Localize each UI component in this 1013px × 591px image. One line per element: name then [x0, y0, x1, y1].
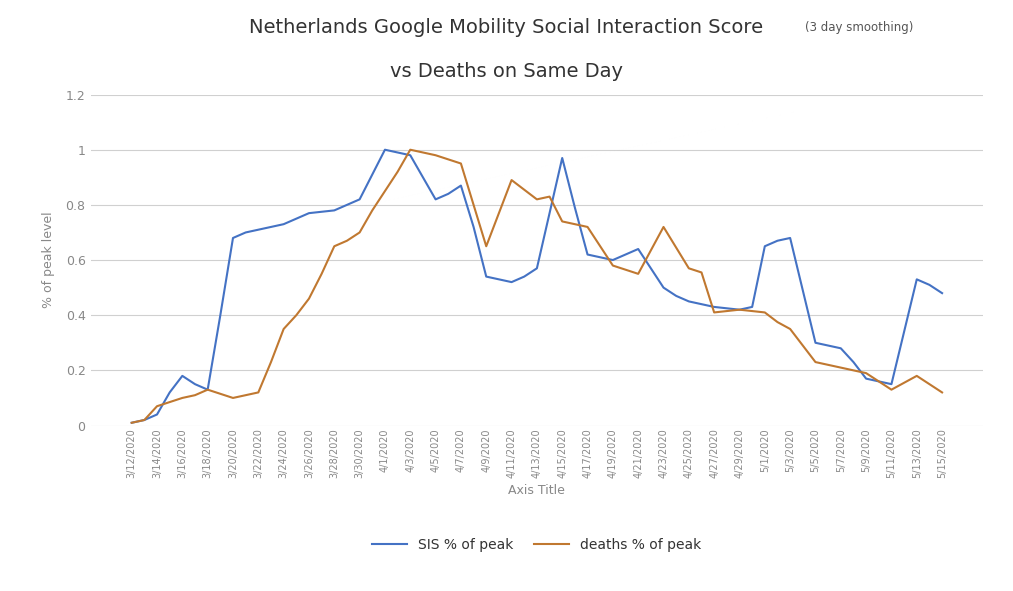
SIS % of peak — [316, 208, 328, 215]
SIS % of peak — [911, 276, 923, 283]
deaths % of peak — [936, 389, 948, 396]
Text: vs Deaths on Same Day: vs Deaths on Same Day — [390, 62, 623, 81]
deaths % of peak — [316, 270, 328, 277]
Legend: SIS % of peak, deaths % of peak: SIS % of peak, deaths % of peak — [367, 532, 707, 557]
Text: Netherlands Google Mobility Social Interaction Score: Netherlands Google Mobility Social Inter… — [249, 18, 764, 37]
Text: (3 day smoothing): (3 day smoothing) — [805, 21, 914, 34]
SIS % of peak — [556, 154, 568, 161]
deaths % of peak — [835, 364, 847, 371]
SIS % of peak — [379, 146, 391, 153]
X-axis label: Axis Title: Axis Title — [509, 483, 565, 496]
deaths % of peak — [911, 372, 923, 379]
SIS % of peak — [936, 290, 948, 297]
deaths % of peak — [556, 218, 568, 225]
deaths % of peak — [126, 419, 138, 426]
Y-axis label: % of peak level: % of peak level — [42, 212, 55, 309]
SIS % of peak — [126, 419, 138, 426]
SIS % of peak — [480, 273, 492, 280]
SIS % of peak — [367, 171, 379, 178]
SIS % of peak — [835, 345, 847, 352]
Line: SIS % of peak: SIS % of peak — [132, 150, 942, 423]
deaths % of peak — [480, 243, 492, 250]
deaths % of peak — [367, 207, 379, 214]
deaths % of peak — [404, 146, 416, 153]
Line: deaths % of peak: deaths % of peak — [132, 150, 942, 423]
